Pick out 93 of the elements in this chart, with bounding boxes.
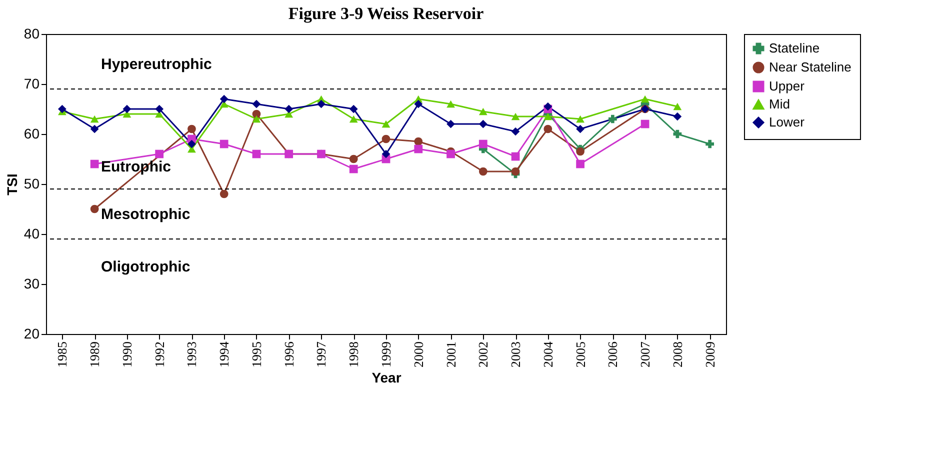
- legend-label: Lower: [769, 114, 806, 130]
- y-tick-label: 20: [24, 326, 40, 342]
- x-tick-label: 1990: [119, 342, 134, 368]
- point: [446, 100, 455, 108]
- point: [544, 124, 552, 134]
- point: [188, 140, 196, 148]
- point: [188, 124, 196, 134]
- point: [90, 124, 99, 134]
- point: [90, 115, 99, 123]
- point: [576, 124, 584, 134]
- y-tick-label: 80: [24, 26, 40, 42]
- point: [478, 167, 488, 176]
- point: [382, 120, 390, 128]
- point: [414, 100, 423, 108]
- point: [576, 160, 584, 168]
- y-tick-label: 50: [24, 176, 40, 192]
- x-tick-label: 2007: [638, 341, 653, 368]
- point: [414, 137, 423, 146]
- point: [220, 140, 228, 148]
- chart-title: Figure 3-9 Weiss Reservoir: [288, 4, 484, 23]
- y-tick-label: 70: [24, 76, 40, 92]
- x-tick-label: 2006: [605, 341, 620, 368]
- point: [544, 112, 552, 120]
- x-tick-label: 1996: [281, 341, 296, 368]
- point: [58, 104, 66, 114]
- annotation: Hypereutrophic: [101, 56, 212, 73]
- point: [90, 160, 99, 168]
- point: [511, 152, 520, 161]
- point: [382, 150, 390, 158]
- x-tick-label: 2003: [508, 342, 524, 368]
- x-tick-label: 1998: [346, 342, 362, 368]
- point: [252, 110, 261, 118]
- legend-label: Stateline: [769, 40, 820, 56]
- x-tick-label: 1985: [54, 342, 70, 368]
- point: [706, 140, 714, 148]
- point: [220, 190, 228, 198]
- point: [576, 147, 584, 156]
- point: [382, 134, 390, 144]
- x-tick-label: 1992: [152, 342, 167, 368]
- point: [252, 115, 261, 123]
- point: [349, 104, 358, 114]
- point: [576, 115, 584, 123]
- x-tick-label: 2005: [572, 342, 588, 368]
- x-tick-label: 1995: [248, 342, 264, 368]
- point: [544, 102, 552, 111]
- point: [511, 112, 520, 120]
- point: [252, 150, 261, 158]
- point: [673, 102, 682, 110]
- x-tick-label: 1997: [314, 341, 329, 368]
- point: [317, 100, 326, 108]
- x-tick-label: 1994: [216, 341, 232, 368]
- point: [446, 150, 455, 158]
- legend-label: Near Stateline: [769, 60, 852, 74]
- point: [446, 120, 455, 128]
- point: [349, 154, 358, 164]
- point: [122, 104, 132, 114]
- point: [640, 120, 650, 128]
- x-tick-label: 2004: [540, 341, 556, 368]
- annotation: Oligotrophic: [101, 258, 190, 276]
- point: [90, 204, 99, 214]
- point: [478, 108, 488, 116]
- point: [608, 114, 617, 124]
- point: [155, 150, 164, 158]
- point: [414, 144, 423, 154]
- x-tick-label: 1989: [87, 342, 102, 368]
- point: [478, 140, 488, 148]
- point: [349, 115, 358, 123]
- point: [673, 112, 682, 121]
- y-axis-title: TSI: [4, 174, 20, 196]
- point: [220, 94, 228, 104]
- point: [155, 104, 164, 114]
- point: [511, 127, 520, 136]
- annotation: Mesotrophic: [101, 206, 190, 223]
- x-tick-label: 2000: [410, 342, 426, 368]
- x-tick-label: 2009: [702, 342, 718, 368]
- x-axis-title: Year: [372, 370, 402, 386]
- y-tick-label: 30: [24, 276, 40, 292]
- point: [511, 167, 520, 176]
- x-tick-label: 2002: [476, 342, 491, 368]
- x-tick-label: 1999: [378, 342, 394, 368]
- point: [284, 104, 294, 114]
- point: [252, 100, 261, 108]
- y-tick-label: 40: [24, 226, 40, 242]
- point: [640, 95, 650, 103]
- y-tick-label: 60: [24, 126, 40, 142]
- x-tick-label: 2001: [443, 342, 458, 368]
- point: [478, 120, 488, 128]
- legend-label: Upper: [769, 78, 806, 94]
- x-tick-label: 1993: [184, 342, 200, 368]
- legend-label: Mid: [769, 96, 790, 112]
- x-tick-label: 2008: [670, 342, 685, 368]
- point: [349, 164, 358, 174]
- point: [673, 130, 682, 138]
